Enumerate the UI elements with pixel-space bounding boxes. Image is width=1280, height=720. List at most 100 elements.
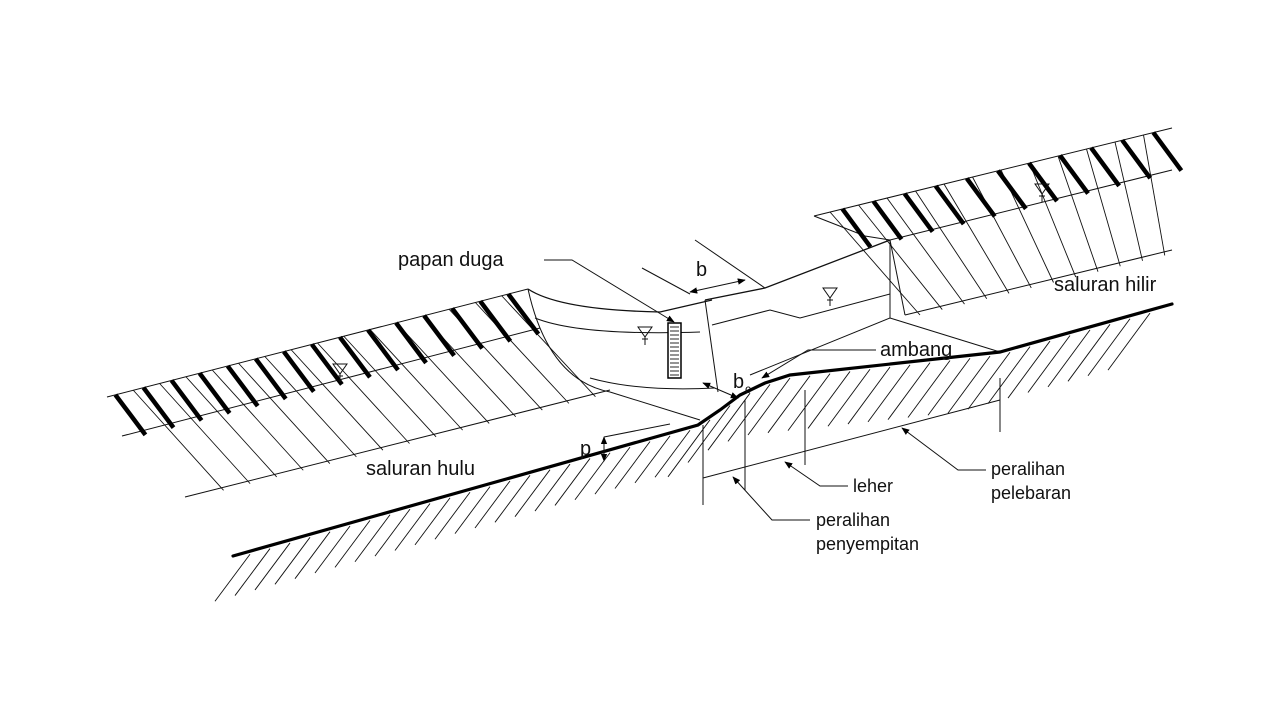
ambang-label: ambang (880, 339, 952, 361)
ground-hatch-line (554, 458, 591, 506)
downstream-embankment (813, 127, 1184, 316)
slope-hatch-line (343, 335, 437, 438)
grass-tick (840, 207, 873, 249)
channel-bed-line (231, 302, 1174, 558)
slope-hatch-line (1114, 141, 1143, 261)
dim-b-ext-left (641, 267, 691, 295)
grass-tick (310, 343, 344, 386)
ground-hatch-line (867, 364, 911, 423)
label-peralihan-penyempitan: peralihan penyempitan (732, 476, 919, 554)
label-bc: b c (702, 371, 751, 399)
leher-leader (784, 461, 848, 487)
grass-tick (1089, 146, 1121, 188)
ground-hatch-line (294, 531, 331, 579)
upstream-slope-hatch (132, 295, 596, 491)
downstream-top-edge (813, 127, 1173, 217)
ground-hatch-line (234, 548, 271, 596)
ground-hatch-line (594, 446, 631, 495)
pelebaran-leader (901, 427, 986, 471)
grass-tick (282, 350, 316, 393)
ground-hatch-line (454, 486, 491, 534)
ground-hatch-line (414, 497, 451, 546)
slope-hatch-line (185, 376, 278, 478)
grass-tick (253, 357, 288, 401)
grass-tick (366, 328, 400, 372)
grass-tick (225, 364, 260, 408)
grass-tick (197, 371, 232, 415)
saluran-hulu-label: saluran hulu (366, 458, 475, 480)
slope-hatch-line (1086, 148, 1121, 267)
ground-profile (214, 302, 1174, 602)
water-level-icon (822, 287, 838, 306)
slope-hatch-line (159, 383, 251, 484)
ground-hatch-line (434, 491, 471, 540)
b-dimension-arrow (689, 278, 746, 294)
slope-hatch-line (886, 197, 965, 305)
ground-hatch-line (787, 373, 831, 431)
slope-hatch-line (1143, 134, 1166, 256)
downstream-berm-edge (889, 169, 1173, 241)
ground-hatch-line (1087, 318, 1131, 376)
label-ambang: ambang (761, 339, 952, 379)
slope-hatch-line (943, 183, 1010, 294)
downstream-bottom-edge (904, 249, 1173, 316)
slope-hatch-line (264, 356, 357, 458)
water-level-icon (1034, 183, 1050, 202)
ground-hatch-line (354, 514, 391, 563)
label-saluran-hilir: saluran hilir (1054, 274, 1157, 296)
slope-hatch-line (915, 190, 988, 299)
ground-hatch-line (1007, 340, 1051, 399)
converging-wall-base (589, 377, 716, 390)
ground-hatch-line (847, 366, 891, 425)
gauge-board (667, 322, 682, 379)
throat-front-edge (704, 299, 719, 393)
leher-label: leher (853, 476, 893, 496)
ground-hatch-line (394, 503, 431, 551)
ground-hatch-line (827, 368, 871, 427)
penyempitan-label-line1: peralihan (816, 510, 890, 530)
papan-duga-label: papan duga (398, 249, 505, 271)
throat-water-line (711, 293, 891, 326)
upstream-grass-ticks (113, 292, 541, 437)
ground-hatch-line (1067, 324, 1111, 382)
ground-hatch-line (314, 525, 351, 574)
label-b: b (689, 259, 746, 294)
slope-hatch-line (132, 389, 224, 491)
downstream-wall-edge (889, 239, 906, 316)
downstream-grass-ticks (840, 131, 1184, 249)
ambang-leader (761, 349, 876, 379)
grass-tick (1120, 138, 1153, 180)
label-peralihan-pelebaran: peralihan pelebaran (901, 427, 1071, 503)
label-leher: leher (784, 461, 893, 496)
ground-hatch-line (654, 429, 691, 478)
ground-hatch-line (1047, 329, 1091, 388)
diverging-floor (889, 317, 1001, 353)
ground-hatch-line (274, 537, 311, 585)
gauge-board-scale (670, 326, 679, 376)
upstream-floor-edge (609, 391, 701, 421)
grass-tick (113, 393, 148, 437)
grass-tick (933, 184, 966, 226)
ground-hatch-line (614, 441, 651, 489)
water-level-icon (332, 363, 348, 382)
converging-wall-top (527, 288, 713, 313)
grass-tick (478, 299, 513, 343)
grass-tick (169, 379, 204, 422)
ground-hatch-line (1107, 312, 1151, 371)
ground-hatch-line (1027, 335, 1071, 393)
water-level-icon (637, 326, 653, 345)
bc-dimension-arrow (702, 382, 739, 399)
ground-hatch-line (334, 520, 371, 568)
ground-hatch-line (727, 384, 771, 442)
section-baseline (702, 399, 1001, 479)
ground-hatch-line (474, 480, 511, 529)
pelebaran-label-line2: pelebaran (991, 483, 1071, 503)
bc-label: b (733, 371, 744, 393)
grass-tick (902, 192, 935, 234)
pelebaran-label-line1: peralihan (991, 459, 1065, 479)
upstream-embankment (106, 288, 611, 498)
ground-hatch-line (514, 469, 551, 517)
ground-hatch-line (747, 377, 791, 436)
